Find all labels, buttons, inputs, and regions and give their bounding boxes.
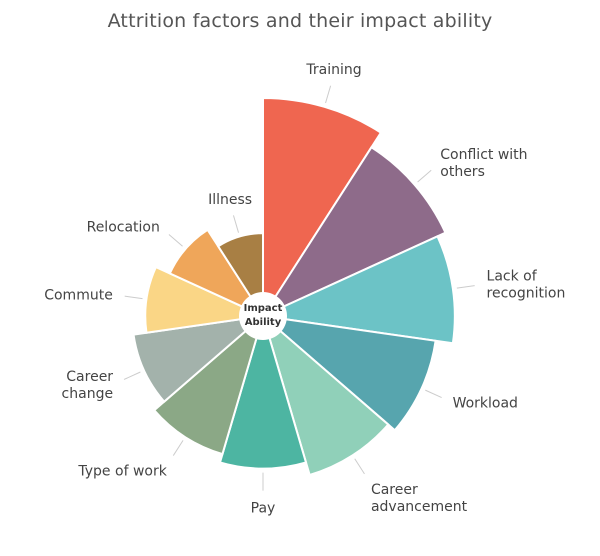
slice-label: change	[62, 386, 114, 402]
slice-label: recognition	[487, 285, 566, 301]
slice-label: Conflict with	[440, 147, 527, 163]
leader-line	[325, 85, 332, 104]
leader-line	[124, 295, 143, 300]
slice-label: Lack of	[487, 268, 538, 284]
slice-lack-of-recognition	[259, 234, 456, 345]
slice-workload	[259, 314, 437, 432]
slice-label: Relocation	[87, 220, 160, 236]
slice-label: Commute	[44, 287, 113, 303]
slice-career-advancement	[261, 313, 390, 477]
slice-label: Workload	[453, 396, 518, 412]
slices-layer	[132, 96, 456, 477]
slice-training	[262, 96, 383, 320]
slice-pay	[218, 312, 308, 470]
center-label-line-2: Ability	[245, 317, 282, 328]
slice-label: Career	[66, 369, 113, 385]
slice-label: Pay	[251, 501, 276, 517]
slice-type-of-work	[152, 313, 265, 456]
slice-label: advancement	[371, 499, 468, 515]
slice-relocation	[168, 228, 266, 319]
leader-line	[172, 440, 184, 456]
slice-label: others	[440, 164, 485, 180]
leader-line	[425, 389, 442, 399]
slice-label: Career	[371, 482, 418, 498]
chart-title: Attrition factors and their impact abili…	[107, 10, 493, 32]
slice-career-change	[132, 314, 267, 404]
center-label-line-1: Impact	[244, 303, 283, 314]
leader-line	[232, 215, 240, 233]
leader-line	[456, 285, 475, 289]
leader-line	[168, 234, 183, 247]
leader-line	[123, 371, 141, 380]
slice-label: Type of work	[77, 464, 167, 480]
slice-label: Training	[305, 62, 361, 78]
leader-line	[417, 169, 432, 183]
slice-conflict-with-others	[260, 145, 447, 319]
slice-label: Illness	[208, 192, 252, 208]
leader-line	[354, 458, 365, 475]
leader-lines	[123, 85, 475, 491]
slice-commute	[144, 265, 267, 334]
center-hole	[239, 292, 287, 340]
